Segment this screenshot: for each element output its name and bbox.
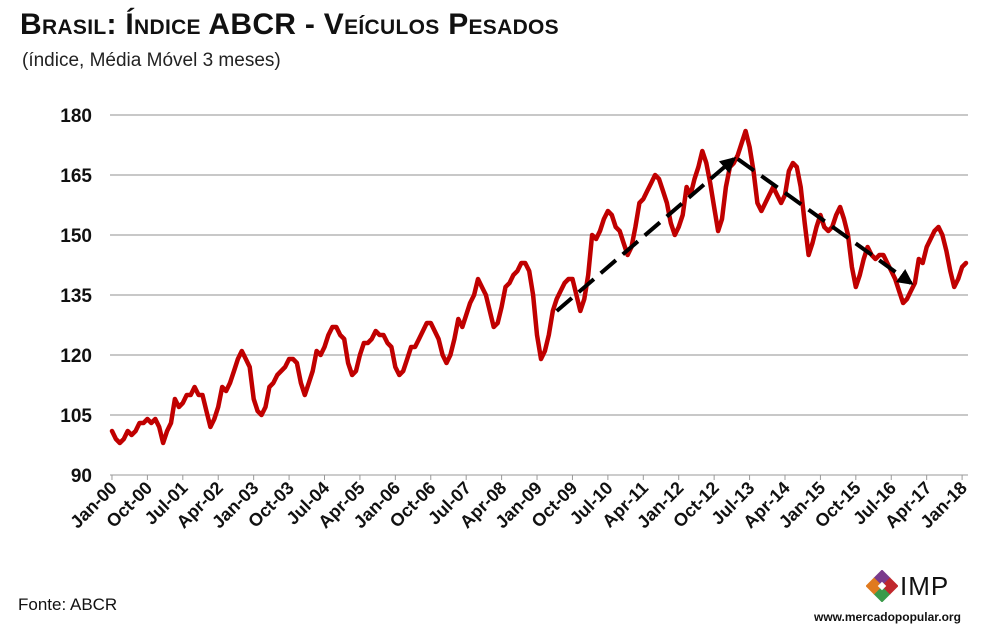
x-axis-ticks: Jan-00Oct-00Jul-01Apr-02Jan-03Oct-03Jul-… (66, 475, 971, 532)
imp-logo-text: IMP (900, 571, 950, 601)
y-tick-label: 150 (60, 226, 92, 247)
y-tick-label: 180 (60, 106, 92, 127)
trend-arrow (555, 156, 737, 313)
y-tick-label: 120 (60, 346, 92, 367)
y-tick-label: 165 (60, 166, 92, 187)
y-tick-label: 135 (60, 286, 92, 307)
trend-lines (555, 156, 914, 313)
chart-subtitle: (índice, Média Móvel 3 meses) (22, 50, 281, 71)
imp-logo-icon (866, 570, 898, 602)
website-url: www.mercadopopular.org (814, 610, 961, 624)
chart-title: Brasil: Índice ABCR - Veículos Pesados (20, 8, 559, 41)
line-chart: 90 105 120 135 150 165 180 Jan-00Oct-00Jul-01A… (60, 106, 971, 532)
trend-arrow (736, 157, 914, 285)
grid-lines (110, 114, 968, 416)
y-axis-ticks: 90 105 120 135 150 165 180 (60, 106, 92, 487)
series-line-abcr (109, 128, 969, 446)
y-tick-label: 90 (71, 466, 92, 487)
y-tick-label: 105 (60, 406, 92, 427)
source-note: Fonte: ABCR (18, 595, 118, 614)
